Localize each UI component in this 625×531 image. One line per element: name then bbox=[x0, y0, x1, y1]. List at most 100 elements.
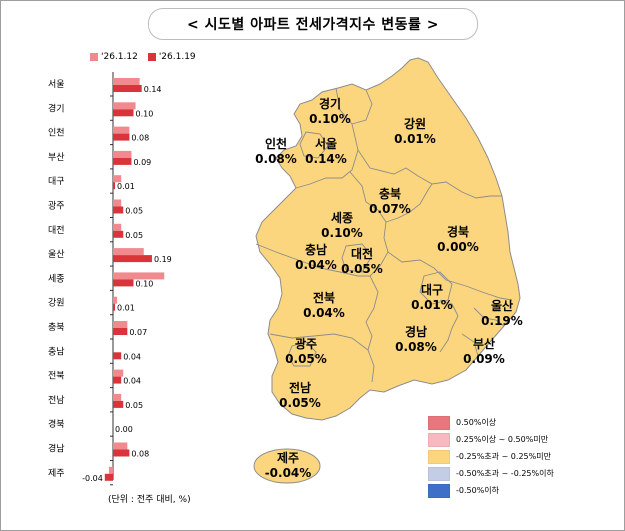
map-legend-swatch bbox=[428, 483, 450, 498]
region-value: 0.04% bbox=[303, 306, 345, 320]
map-legend-item: -0.50%이하 bbox=[428, 482, 554, 499]
bar-prev bbox=[113, 150, 132, 158]
region-name: 강원 bbox=[404, 117, 426, 131]
data-label: 0.07 bbox=[129, 328, 147, 337]
legend-item-curr: '26.1.19 bbox=[147, 52, 196, 62]
bar-prev bbox=[113, 393, 122, 401]
category-label: 대구 bbox=[48, 176, 65, 187]
data-label: 0.04 bbox=[123, 352, 141, 361]
bar-curr bbox=[113, 255, 152, 263]
map-legend-swatch bbox=[428, 432, 450, 447]
data-label: 0.19 bbox=[154, 255, 172, 264]
region-value: 0.14% bbox=[305, 152, 347, 166]
seoul-outline bbox=[299, 131, 329, 159]
region-border bbox=[335, 87, 373, 125]
category-label: 강원 bbox=[48, 298, 65, 309]
region-name: 전남 bbox=[289, 380, 311, 395]
map-legend-label: 0.25%이상 ~ 0.50%미만 bbox=[456, 435, 549, 444]
mainland-shape bbox=[255, 57, 521, 421]
bar-curr bbox=[113, 303, 116, 311]
data-label: 0.08 bbox=[131, 450, 149, 459]
bar-prev bbox=[113, 126, 130, 134]
bar-curr bbox=[104, 473, 113, 481]
region-border bbox=[387, 251, 513, 301]
region-name: 울산 bbox=[491, 298, 513, 313]
bar-prev bbox=[113, 321, 128, 328]
map-label-chungnam: 충남0.04% bbox=[295, 242, 337, 272]
data-label: 0.00 bbox=[115, 425, 133, 434]
category-label: 제주 bbox=[48, 468, 65, 479]
bar-curr bbox=[113, 279, 134, 287]
category-label: 충북 bbox=[48, 322, 65, 333]
region-name: 세종 bbox=[331, 210, 353, 225]
region-value: 0.05% bbox=[279, 396, 321, 410]
region-value: 0.05% bbox=[285, 352, 327, 366]
region-name: 부산 bbox=[473, 336, 495, 351]
map-legend-swatch bbox=[428, 466, 450, 481]
data-label: 0.09 bbox=[133, 158, 151, 167]
region-name: 충북 bbox=[379, 186, 401, 201]
region-value: 0.05% bbox=[341, 262, 383, 276]
bar-prev bbox=[113, 199, 122, 207]
region-value: 0.08% bbox=[255, 152, 297, 166]
data-label: 0.04 bbox=[123, 377, 141, 386]
category-label: 전남 bbox=[48, 395, 65, 406]
region-value: 0.07% bbox=[369, 202, 411, 216]
region-value: 0.08% bbox=[395, 340, 437, 354]
map-label-jeonnam: 전남0.05% bbox=[279, 380, 321, 410]
bar-prev bbox=[108, 466, 113, 474]
bar-prev bbox=[113, 175, 122, 183]
map-label-gangwon: 강원0.01% bbox=[394, 117, 436, 146]
map-legend-item: -0.25%초과 ~ 0.25%미만 bbox=[428, 448, 554, 465]
data-label: 0.05 bbox=[125, 207, 143, 216]
category-label: 광주 bbox=[48, 200, 65, 212]
category-label: 충남 bbox=[48, 346, 65, 357]
bar-curr bbox=[113, 230, 124, 238]
bar-prev bbox=[113, 78, 140, 85]
region-value: 0.10% bbox=[309, 112, 351, 126]
region-name: 서울 bbox=[315, 136, 337, 151]
category-label: 울산 bbox=[48, 249, 65, 260]
legend-swatch-prev bbox=[90, 53, 98, 61]
map-label-sejong: 세종0.10% bbox=[321, 210, 363, 240]
bar-prev bbox=[113, 102, 136, 110]
region-value: 0.01% bbox=[394, 132, 436, 146]
bar-curr bbox=[113, 109, 134, 117]
bar-prev bbox=[113, 369, 124, 377]
bar-prev bbox=[113, 223, 122, 231]
region-name: 충남 bbox=[305, 242, 327, 257]
category-label: 서울 bbox=[48, 79, 65, 90]
region-border bbox=[439, 299, 459, 353]
region-name: 인천 bbox=[265, 136, 287, 151]
region-border bbox=[461, 333, 479, 357]
bar-curr bbox=[113, 133, 130, 141]
map-label-daejeon: 대전0.05% bbox=[341, 246, 383, 276]
map-legend-swatch bbox=[428, 449, 450, 464]
region-border bbox=[349, 171, 387, 223]
map-legend-item: 0.25%이상 ~ 0.50%미만 bbox=[428, 431, 554, 448]
data-label: -0.04 bbox=[82, 474, 103, 483]
map-legend-item: 0.50%이상 bbox=[428, 414, 554, 431]
region-border bbox=[365, 275, 379, 383]
legend-swatch-curr bbox=[147, 53, 156, 61]
bar-prev bbox=[113, 272, 165, 280]
bar-curr bbox=[113, 157, 132, 165]
map-label-gwangju: 광주0.05% bbox=[285, 336, 327, 366]
bar-curr bbox=[113, 400, 124, 408]
category-label: 경북 bbox=[48, 418, 65, 430]
bar-curr bbox=[113, 328, 128, 335]
daegu-outline bbox=[419, 271, 453, 305]
region-name: 전북 bbox=[313, 290, 335, 305]
legend-label-prev: '26.1.12 bbox=[101, 52, 138, 62]
region-border bbox=[473, 307, 505, 327]
legend-label-curr: '26.1.19 bbox=[158, 52, 196, 62]
map-legend: 0.50%이상 0.25%이상 ~ 0.50%미만 -0.25%초과 ~ 0.25%… bbox=[428, 414, 554, 499]
bar-curr bbox=[113, 206, 124, 214]
category-label: 대전 bbox=[48, 225, 65, 236]
category-label: 부산 bbox=[48, 152, 65, 163]
jeju-shape bbox=[253, 448, 321, 484]
region-name: 제주 bbox=[277, 451, 299, 465]
region-border bbox=[295, 149, 359, 189]
